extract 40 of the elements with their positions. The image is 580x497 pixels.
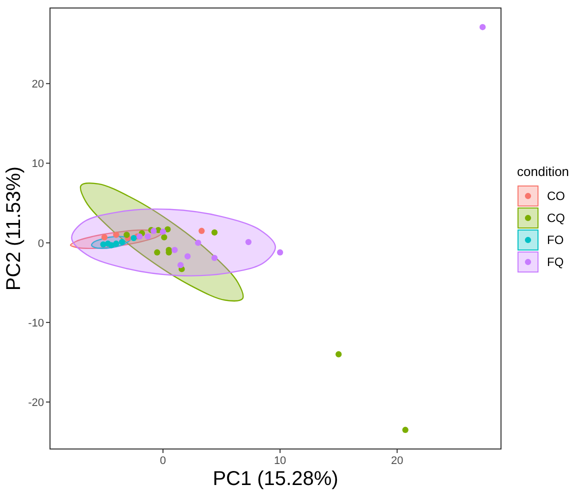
legend-label: CO [547, 189, 565, 203]
point [276, 249, 284, 256]
point [184, 253, 191, 260]
point [211, 254, 218, 262]
point [144, 233, 151, 240]
legend-label: FQ [547, 255, 564, 269]
point [101, 234, 108, 240]
point [402, 426, 408, 433]
legend-title: condition [517, 164, 570, 179]
point [480, 24, 486, 30]
legend-label: CQ [547, 211, 565, 225]
point [150, 228, 157, 234]
x-tick-label: 0 [160, 455, 166, 467]
point [336, 351, 342, 358]
x-tick-label: 10 [274, 455, 286, 467]
point [198, 228, 205, 234]
point [164, 226, 171, 232]
point [245, 238, 252, 246]
point [172, 246, 178, 254]
point [195, 240, 202, 246]
legend-label: FO [547, 233, 564, 247]
point [177, 262, 184, 268]
point [154, 249, 160, 256]
y-axis-title: PC2 (11.53%) [3, 166, 25, 291]
x-axis-title: PC1 (15.28%) [212, 468, 338, 490]
point [160, 228, 166, 235]
point [211, 229, 218, 236]
point [113, 232, 120, 238]
point [136, 233, 143, 240]
point [108, 242, 115, 248]
y-tick-label: -20 [28, 397, 44, 410]
point [124, 232, 130, 238]
x-tick-label: 20 [391, 455, 404, 467]
point [161, 234, 168, 240]
y-tick-label: 0 [38, 238, 44, 250]
point [118, 238, 126, 246]
y-tick-label: 20 [32, 78, 44, 91]
point [130, 234, 137, 242]
y-tick-label: -10 [28, 317, 44, 330]
y-tick-label: 10 [32, 158, 44, 170]
